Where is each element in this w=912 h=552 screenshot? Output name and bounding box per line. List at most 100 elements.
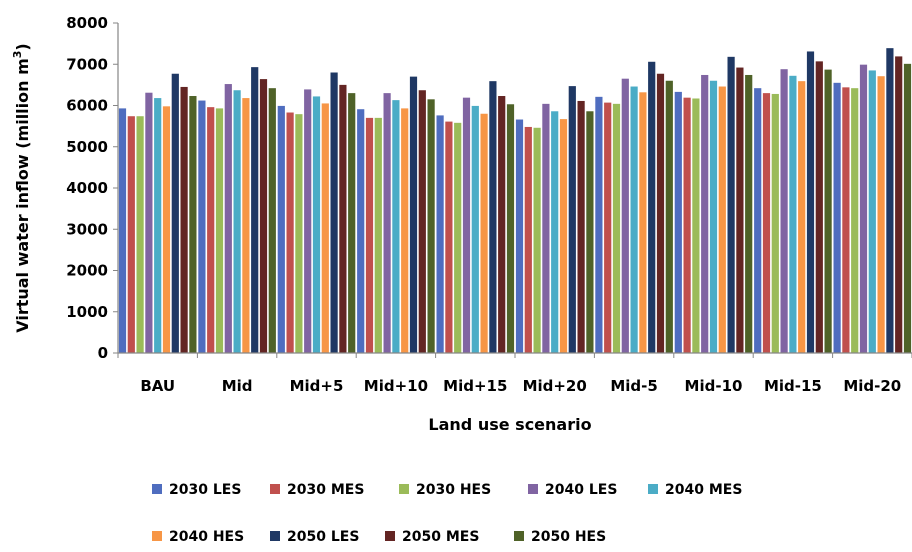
bar xyxy=(251,67,259,353)
bar xyxy=(154,98,162,353)
bar xyxy=(348,93,356,353)
bar xyxy=(233,90,241,354)
legend-label: 2050 LES xyxy=(287,529,359,545)
bar xyxy=(806,51,815,354)
bar xyxy=(445,121,453,354)
bar xyxy=(559,119,568,353)
bar xyxy=(683,97,691,353)
y-tick-label: 4000 xyxy=(66,179,108,197)
bar xyxy=(886,48,894,353)
x-tick-label: Mid-5 xyxy=(610,377,657,395)
bar xyxy=(295,114,303,353)
bar xyxy=(577,100,585,354)
x-tick-label: Mid-15 xyxy=(764,377,822,395)
bar xyxy=(754,88,762,354)
bar xyxy=(339,84,347,353)
legend-swatch xyxy=(152,531,162,541)
bar xyxy=(674,91,682,353)
bar xyxy=(903,63,912,354)
bar xyxy=(454,122,462,353)
bar xyxy=(498,96,506,353)
legend-swatch xyxy=(648,484,658,494)
legend-label: 2040 MES xyxy=(665,482,742,498)
bar xyxy=(771,93,779,353)
bar xyxy=(277,105,285,353)
bar xyxy=(480,113,488,353)
x-axis-title: Land use scenario xyxy=(428,415,591,434)
bar xyxy=(409,76,418,353)
y-tick-label: 5000 xyxy=(66,138,108,156)
bar xyxy=(868,70,876,353)
bar xyxy=(895,56,903,353)
x-tick-label: Mid-10 xyxy=(685,377,743,395)
bar xyxy=(330,72,338,353)
y-tick-label: 0 xyxy=(98,344,108,362)
bar xyxy=(392,100,400,353)
bar xyxy=(745,74,753,353)
bar xyxy=(242,98,250,353)
bar xyxy=(224,84,232,354)
bar xyxy=(171,73,179,354)
bar xyxy=(189,96,197,353)
bar xyxy=(859,64,868,353)
bar xyxy=(798,81,806,353)
bar xyxy=(462,97,471,353)
bar xyxy=(427,99,435,353)
bar xyxy=(136,116,144,353)
bar xyxy=(198,100,206,353)
x-tick-label: Mid-20 xyxy=(843,377,901,395)
legend-swatch xyxy=(270,531,280,541)
y-axis: 0 1000 2000 3000 4000 5000 6000 7000 8000 xyxy=(66,14,119,362)
bar xyxy=(542,103,550,353)
y-axis-title-close: ) xyxy=(13,43,32,50)
bar xyxy=(489,81,497,353)
bar xyxy=(259,79,268,353)
bar xyxy=(665,80,673,353)
bar xyxy=(612,103,621,353)
bar xyxy=(656,73,665,354)
x-axis: BAU Mid Mid+5 Mid+10 Mid+15 Mid+20 Mid-5 Mid-10… xyxy=(117,352,912,395)
x-tick-label: Mid xyxy=(222,377,253,395)
bar xyxy=(842,87,850,353)
bar xyxy=(533,127,541,354)
legend-swatch xyxy=(399,484,409,494)
x-tick-label: Mid+20 xyxy=(523,377,587,395)
legend-swatch xyxy=(514,531,524,541)
bar xyxy=(321,103,329,353)
legend: 2030 LES 2030 MES 2030 HES 2040 LES 2040 MES… xyxy=(152,482,742,545)
bar xyxy=(718,86,726,354)
bar xyxy=(515,119,524,354)
bar xyxy=(709,80,718,353)
y-tick-label: 1000 xyxy=(66,303,108,321)
y-axis-title-superscript: 3 xyxy=(11,51,24,59)
y-tick-label: 6000 xyxy=(66,97,108,115)
y-tick-label: 8000 xyxy=(66,14,108,32)
bar xyxy=(215,108,224,353)
bar xyxy=(692,98,700,353)
legend-label: 2030 HES xyxy=(416,482,491,498)
bar xyxy=(604,102,612,353)
y-tick-label: 3000 xyxy=(66,220,108,238)
plot-area xyxy=(118,48,912,354)
bar xyxy=(286,112,294,353)
legend-label: 2040 LES xyxy=(545,482,617,498)
bar xyxy=(736,67,744,354)
bar xyxy=(630,86,638,354)
legend-label: 2030 LES xyxy=(169,482,241,498)
x-tick-label: BAU xyxy=(140,377,175,395)
bar xyxy=(851,88,859,354)
bar xyxy=(471,105,479,353)
bar xyxy=(621,78,629,353)
bar xyxy=(833,82,841,353)
bar xyxy=(145,92,153,354)
bar xyxy=(701,74,709,353)
legend-swatch xyxy=(385,531,395,541)
bar xyxy=(824,69,832,354)
bar xyxy=(877,76,885,354)
bar xyxy=(551,111,559,354)
bar xyxy=(595,96,603,354)
bar xyxy=(815,61,823,354)
legend-label: 2050 HES xyxy=(531,529,606,545)
bar xyxy=(418,90,426,354)
y-tick-label: 2000 xyxy=(66,262,108,280)
